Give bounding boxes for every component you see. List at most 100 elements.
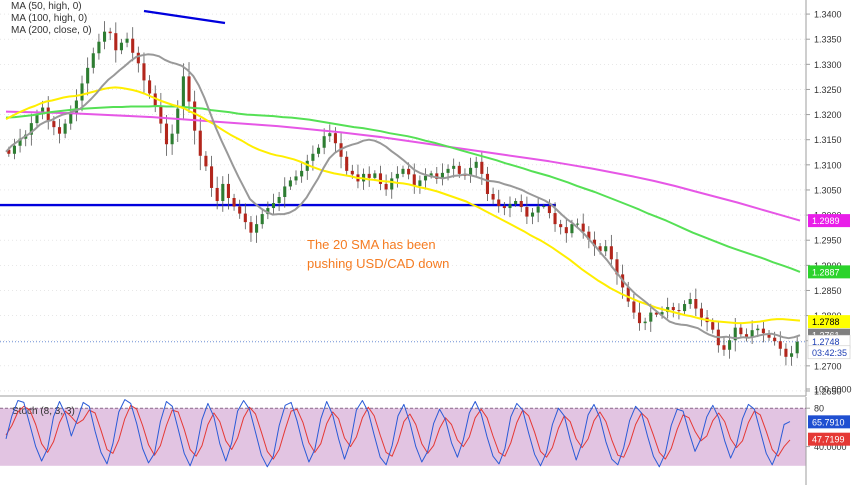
candle bbox=[722, 336, 726, 356]
price-label-text: 1.2788 bbox=[812, 317, 840, 327]
stoch-label-box bbox=[808, 415, 850, 429]
candle-body bbox=[733, 327, 737, 341]
candle-body bbox=[204, 155, 208, 167]
candle bbox=[683, 300, 687, 315]
candle bbox=[688, 292, 692, 309]
candle-body bbox=[350, 170, 354, 175]
candle-body bbox=[390, 178, 394, 190]
candle-body bbox=[7, 149, 11, 154]
candle bbox=[564, 219, 568, 243]
candle-body bbox=[570, 224, 574, 234]
candle-body bbox=[576, 223, 580, 225]
legend-item-ma50: MA (50, high, 0) bbox=[11, 1, 82, 12]
candle bbox=[767, 330, 771, 341]
candle-body bbox=[322, 136, 326, 148]
price-tick-label: 1.3050 bbox=[814, 185, 842, 195]
candle bbox=[255, 215, 259, 243]
candle bbox=[345, 151, 349, 177]
candle bbox=[198, 117, 202, 171]
candle bbox=[91, 47, 95, 74]
candle bbox=[440, 163, 444, 186]
candle bbox=[243, 203, 247, 230]
candle-body bbox=[761, 328, 765, 334]
candle-body bbox=[373, 173, 377, 178]
candle-body bbox=[97, 41, 101, 54]
legend-item-ma100: MA (100, high, 0) bbox=[11, 13, 87, 24]
stoch-axis-ticks: 100.0000 80 40.0000 bbox=[806, 385, 852, 452]
candle-body bbox=[739, 327, 743, 335]
candle bbox=[390, 172, 394, 199]
ma-line-ma50 bbox=[5, 86, 801, 325]
candle bbox=[367, 166, 371, 187]
candle bbox=[41, 100, 45, 120]
candle bbox=[452, 158, 456, 178]
candle-body bbox=[637, 312, 642, 324]
candle-body bbox=[795, 341, 799, 354]
candle-body bbox=[367, 173, 371, 178]
candle bbox=[119, 38, 123, 55]
candle-body bbox=[519, 201, 523, 208]
candle-body bbox=[559, 224, 563, 228]
candle bbox=[609, 234, 613, 268]
annotation-line-2: pushing USD/CAD down bbox=[307, 256, 449, 271]
candle-body bbox=[722, 345, 726, 350]
candle bbox=[502, 202, 506, 216]
candle-body bbox=[266, 208, 270, 215]
candle-body bbox=[283, 186, 287, 197]
candle-body bbox=[683, 304, 687, 312]
stoch-tick-label: 40.0000 bbox=[814, 442, 847, 452]
trend-marker-line bbox=[143, 9, 226, 25]
candle bbox=[271, 193, 276, 215]
candle bbox=[559, 219, 563, 235]
candle-body bbox=[345, 156, 349, 171]
candle bbox=[649, 303, 653, 332]
candle bbox=[226, 173, 230, 210]
candle bbox=[328, 124, 332, 142]
candle bbox=[728, 334, 732, 359]
candle-body bbox=[119, 42, 123, 51]
candle-body bbox=[288, 180, 292, 187]
candle bbox=[643, 317, 647, 331]
candle-body bbox=[102, 31, 107, 42]
candle bbox=[435, 166, 439, 184]
candle-body bbox=[632, 301, 636, 313]
candle bbox=[677, 303, 681, 320]
candle-body bbox=[744, 334, 749, 338]
candle-body bbox=[131, 38, 135, 53]
price-tick-label: 1.3200 bbox=[814, 110, 842, 120]
candle bbox=[305, 154, 309, 180]
candle-body bbox=[491, 193, 495, 200]
candle bbox=[474, 156, 478, 176]
candle bbox=[694, 288, 698, 316]
stoch-line-stoch_k bbox=[5, 399, 791, 468]
stoch-label-text: 65.7910 bbox=[812, 417, 845, 427]
candle-body bbox=[514, 201, 518, 205]
candle bbox=[795, 336, 799, 359]
candle-body bbox=[12, 145, 16, 154]
candle-body bbox=[35, 114, 39, 124]
candle bbox=[485, 166, 490, 202]
candle-body bbox=[429, 173, 433, 176]
candle bbox=[159, 92, 163, 134]
candle-body bbox=[86, 67, 90, 84]
candle bbox=[744, 328, 749, 342]
candle bbox=[294, 170, 298, 185]
candle bbox=[699, 302, 704, 327]
candle-body bbox=[271, 203, 276, 209]
candle bbox=[418, 175, 422, 194]
candle bbox=[536, 198, 540, 223]
candle bbox=[491, 187, 495, 205]
candle-body bbox=[153, 93, 157, 106]
candle bbox=[108, 27, 112, 41]
candle-body bbox=[407, 168, 411, 175]
candle-body bbox=[255, 224, 259, 233]
candle-body bbox=[176, 108, 180, 134]
candle-body bbox=[480, 161, 484, 174]
price-label: 03:42:35 bbox=[807, 345, 851, 360]
candle bbox=[131, 27, 135, 62]
candle-body bbox=[767, 333, 771, 338]
candle-body bbox=[164, 123, 169, 145]
candle bbox=[469, 157, 473, 183]
candle bbox=[29, 113, 33, 146]
